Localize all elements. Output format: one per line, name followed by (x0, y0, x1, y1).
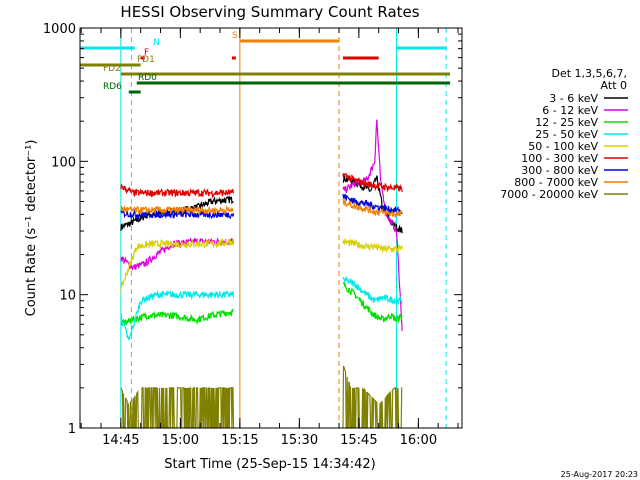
timestamp: 25-Aug-2017 20:23 (561, 470, 638, 479)
series-line (342, 275, 403, 305)
legend-label: 7000 - 20000 keV (500, 188, 598, 201)
marker-lines (79, 28, 447, 428)
series-line (120, 184, 235, 199)
series-line (342, 172, 403, 193)
y-tick-label: 10 (59, 289, 76, 304)
flag-label-fd1: FD1 (137, 55, 155, 65)
y-axis-label: Count Rate (s⁻¹ detector⁻¹) (24, 140, 39, 317)
plot-frame (79, 27, 463, 429)
series-line (120, 237, 235, 271)
legend-label: 100 - 300 keV (521, 152, 598, 165)
axes: 1 10 100 1000 14:45 15:00 15:15 15:30 15:45 16:00 (43, 22, 462, 448)
flag-label-rd0: RD0 (138, 73, 157, 83)
x-axis-label: Start Time (25-Sep-15 14:34:42) (164, 457, 375, 472)
series-line (120, 289, 235, 341)
series-line (342, 365, 403, 429)
x-tick-label: 16:00 (400, 433, 437, 448)
legend-header: Det 1,3,5,6,7, (551, 67, 627, 80)
flag-label-rd6: RD6 (103, 82, 122, 92)
series-line (342, 119, 403, 331)
legend-header: Att 0 (601, 79, 627, 92)
series-line (120, 387, 235, 429)
x-tick-label: 15:30 (281, 433, 318, 448)
x-tick-label: 14:45 (102, 433, 139, 448)
legend-label: 300 - 800 keV (521, 164, 598, 177)
series-line (120, 308, 234, 327)
y-tick-label: 1 (68, 422, 76, 437)
legend-label: 6 - 12 keV (542, 104, 598, 117)
legend-label: 12 - 25 keV (535, 116, 598, 129)
legend-label: 25 - 50 keV (535, 128, 598, 141)
flag-label-f: F (144, 48, 149, 58)
series-line (342, 237, 403, 254)
flag-label-s: S (232, 31, 238, 41)
flag-label-fd2: FD2 (103, 64, 121, 74)
series-line (343, 282, 403, 324)
series-line (120, 237, 234, 293)
series-line (342, 193, 403, 215)
chart-title: HESSI Observing Summary Count Rates (120, 3, 419, 21)
legend-label: 3 - 6 keV (549, 92, 598, 105)
x-tick-label: 15:00 (162, 433, 199, 448)
x-tick-label: 15:15 (221, 433, 258, 448)
y-tick-label: 100 (51, 155, 76, 170)
series-line (342, 198, 403, 218)
y-tick-label: 1000 (43, 22, 76, 37)
series-line (120, 204, 234, 215)
series-lines (120, 119, 403, 429)
legend-label: 50 - 100 keV (528, 140, 598, 153)
flag-label-n: N (153, 38, 160, 48)
legend-label: 800 - 7000 keV (514, 176, 598, 189)
x-tick-label: 15:45 (340, 433, 377, 448)
